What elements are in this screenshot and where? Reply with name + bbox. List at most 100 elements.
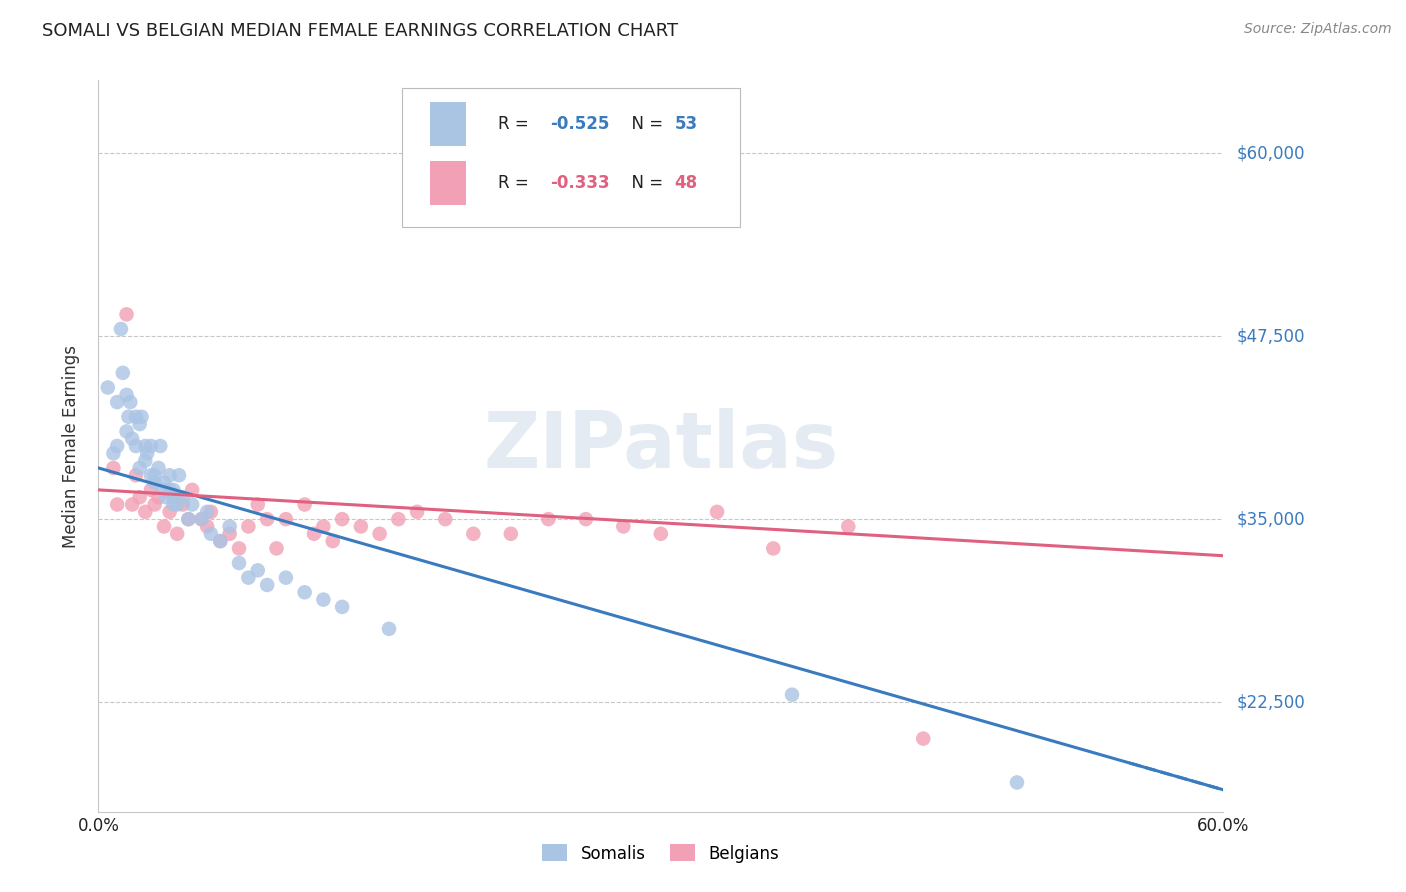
Point [195,519,218,533]
Point [434,512,457,526]
Point [246,498,269,512]
Text: Source: ZipAtlas.com: Source: ZipAtlas.com [1244,22,1392,37]
Point [294,585,316,599]
Point [537,512,560,526]
Point [322,534,344,549]
Point [115,307,138,321]
Point [209,534,232,549]
Point [125,439,148,453]
Point [159,505,181,519]
Text: N =: N = [621,115,669,133]
Point [162,483,184,497]
Point [128,417,150,431]
Point [143,498,166,512]
Point [406,505,429,519]
Text: N =: N = [621,174,669,192]
Point [139,468,162,483]
Point [159,483,181,497]
Point [121,432,143,446]
Point [190,512,212,526]
Point [172,498,194,512]
Point [115,425,138,439]
Point [302,526,325,541]
Point [274,512,297,526]
Point [121,498,143,512]
Point [111,366,134,380]
Point [350,519,373,533]
Point [148,461,170,475]
Point [209,534,232,549]
Point [238,571,260,585]
Point [312,592,335,607]
Point [837,519,859,533]
Point [1005,775,1028,789]
Point [246,563,269,577]
Point [218,526,240,541]
Text: $22,500: $22,500 [1237,693,1306,711]
Text: SOMALI VS BELGIAN MEDIAN FEMALE EARNINGS CORRELATION CHART: SOMALI VS BELGIAN MEDIAN FEMALE EARNINGS… [42,22,678,40]
Point [266,541,288,556]
Point [103,446,125,460]
Text: -0.333: -0.333 [551,174,610,192]
Point [167,468,190,483]
Point [166,526,188,541]
Point [131,409,153,424]
Point [387,512,409,526]
Text: ZIPatlas: ZIPatlas [484,408,838,484]
Point [143,468,166,483]
Point [195,505,218,519]
Point [103,461,125,475]
Point [153,475,176,490]
Point [120,395,142,409]
Point [650,526,672,541]
Point [330,599,353,614]
Point [177,512,200,526]
Point [115,388,138,402]
Point [256,512,278,526]
Point [128,490,150,504]
Point [181,498,204,512]
Text: $35,000: $35,000 [1237,510,1306,528]
Point [166,498,188,512]
Point [136,446,159,460]
Text: $60,000: $60,000 [1237,145,1306,162]
Point [134,505,156,519]
Point [159,468,181,483]
Point [134,453,156,467]
Point [228,556,250,570]
Point [575,512,598,526]
Text: $47,500: $47,500 [1237,327,1306,345]
Point [218,519,240,533]
Point [274,571,297,585]
Point [143,475,166,490]
Point [139,439,162,453]
Point [162,498,184,512]
Point [256,578,278,592]
Point [155,490,177,504]
Point [125,409,148,424]
Point [125,468,148,483]
Point [238,519,260,533]
Point [228,541,250,556]
Point [149,439,172,453]
Text: 48: 48 [675,174,697,192]
Point [762,541,785,556]
Point [463,526,485,541]
Point [153,519,176,533]
Point [706,505,728,519]
Point [200,505,222,519]
FancyBboxPatch shape [402,87,740,227]
Point [330,512,353,526]
Point [190,512,212,526]
Point [368,526,391,541]
Point [148,490,170,504]
Point [139,483,162,497]
Point [105,439,128,453]
Point [780,688,803,702]
Text: 53: 53 [675,115,697,133]
Point [105,498,128,512]
Point [117,409,139,424]
Point [912,731,935,746]
Point [172,490,194,504]
Text: R =: R = [498,115,534,133]
